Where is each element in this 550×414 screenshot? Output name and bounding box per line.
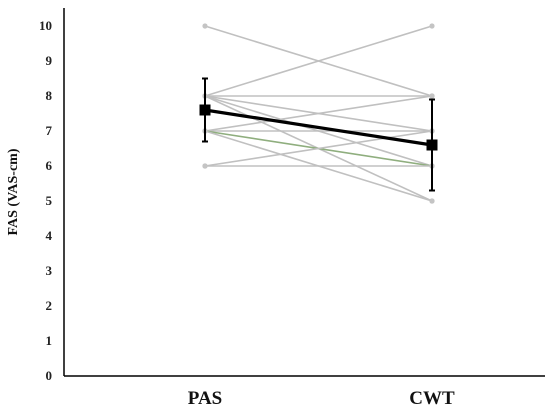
y-tick-label: 9 — [46, 53, 53, 68]
individual-point — [429, 23, 435, 29]
x-category-label: PAS — [188, 388, 222, 409]
x-category-labels: PAS CWT — [188, 388, 455, 409]
individual-line — [204, 95, 433, 132]
y-axis-title: FAS (VAS-cm) — [6, 148, 21, 235]
y-tick-label: 6 — [46, 158, 53, 173]
individual-line — [204, 25, 433, 97]
individual-point — [202, 163, 208, 169]
y-tick-label: 8 — [46, 88, 53, 103]
y-tick-label: 5 — [46, 193, 53, 208]
x-category-label: CWT — [409, 388, 455, 409]
mean-marker — [426, 139, 438, 151]
y-tick-label: 10 — [39, 18, 52, 33]
mean-series — [199, 77, 438, 192]
individual-point — [429, 93, 435, 99]
y-tick-label: 2 — [46, 298, 53, 313]
individual-point — [202, 23, 208, 29]
individual-line — [204, 130, 433, 167]
y-tick-label: 3 — [46, 263, 53, 278]
mean-line — [204, 108, 433, 147]
y-tick-label: 7 — [46, 123, 53, 138]
y-tick-label: 1 — [46, 333, 53, 348]
y-tick-label: 0 — [46, 368, 53, 383]
mean-marker — [199, 104, 211, 116]
y-tick-labels: 0 1 2 3 4 5 6 7 8 9 10 — [39, 18, 53, 383]
individual-point — [429, 198, 435, 204]
y-tick-label: 4 — [46, 228, 53, 243]
